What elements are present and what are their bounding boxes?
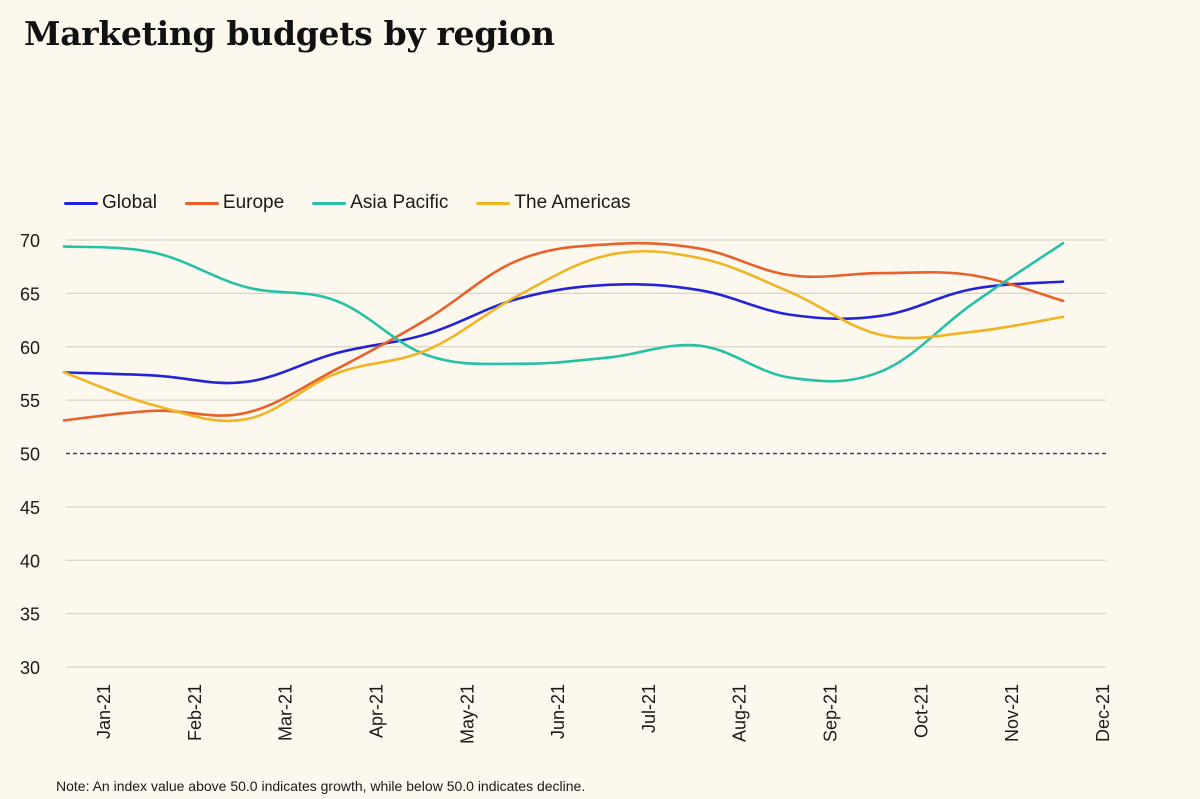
- y-tick-label: 65: [20, 284, 40, 304]
- legend-item-asia-pacific: Asia Pacific: [312, 192, 448, 214]
- series-line-the-americas: [62, 249, 1065, 423]
- x-tick-label: Feb-21: [185, 684, 205, 741]
- y-tick-label: 45: [20, 498, 40, 518]
- y-tick-label: 40: [20, 551, 40, 571]
- legend-item-the-americas: The Americas: [476, 192, 631, 214]
- x-tick-label: Aug-21: [730, 684, 750, 742]
- x-tick-label: Jan-21: [94, 684, 114, 739]
- legend-swatch-asia-pacific: [312, 201, 347, 205]
- y-tick-label: 70: [20, 231, 40, 251]
- legend-label-global: Global: [102, 192, 157, 213]
- series-line-asia-pacific: [62, 241, 1065, 383]
- y-tick-label: 50: [20, 445, 40, 465]
- x-tick-label: Jun-21: [548, 684, 568, 739]
- x-tick-label: Jul-21: [639, 684, 659, 733]
- legend-swatch-europe: [184, 201, 219, 205]
- series-line-europe: [62, 241, 1065, 422]
- x-tick-label: Dec-21: [1093, 684, 1113, 742]
- legend-swatch-global: [64, 201, 98, 205]
- y-tick-label: 55: [20, 391, 40, 411]
- footnote: Note: An index value above 50.0 indicate…: [56, 778, 586, 794]
- series-line-global: [62, 280, 1065, 385]
- legend-item-global: Global: [64, 192, 157, 214]
- y-tick-label: 35: [20, 605, 40, 625]
- legend-label-the-americas: The Americas: [514, 192, 631, 213]
- x-tick-label: Sep-21: [821, 684, 841, 742]
- x-tick-label: May-21: [457, 684, 477, 744]
- legend-swatch-the-americas: [476, 201, 511, 205]
- legend-label-europe: Europe: [222, 192, 285, 213]
- y-tick-label: 30: [20, 658, 40, 678]
- chart-legend: Global Europe Asia Pacific The Americas: [64, 192, 631, 214]
- chart-title: Marketing budgets by region: [24, 14, 555, 53]
- x-tick-label: Oct-21: [911, 684, 931, 738]
- x-tick-label: Apr-21: [366, 684, 386, 738]
- legend-item-europe: Europe: [184, 192, 285, 214]
- x-tick-label: Nov-21: [1002, 684, 1022, 742]
- y-tick-label: 60: [20, 338, 40, 358]
- legend-label-asia-pacific: Asia Pacific: [350, 192, 449, 213]
- x-tick-label: Mar-21: [276, 684, 296, 741]
